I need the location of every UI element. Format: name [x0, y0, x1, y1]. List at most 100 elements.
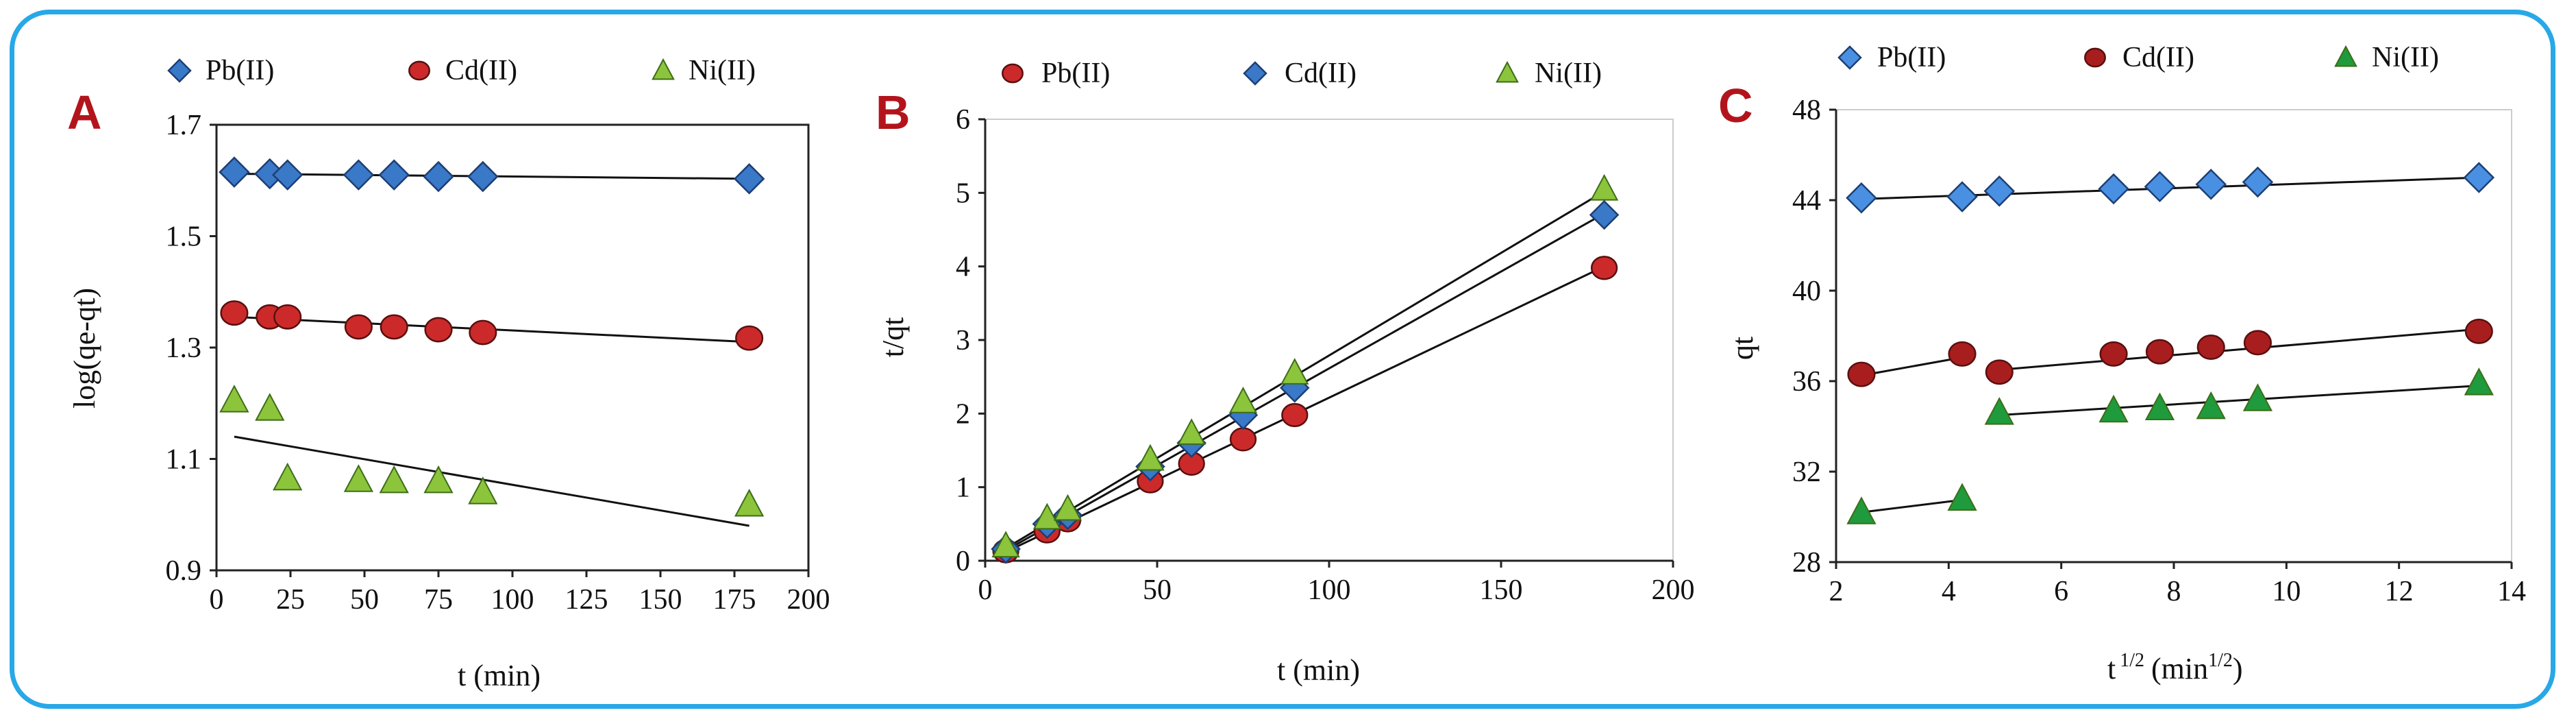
- panel-c-legend-label-ni: Ni(II): [2372, 42, 2439, 73]
- data-point-triangle: [991, 531, 1020, 558]
- fit-line-triangle: [1861, 498, 1963, 513]
- triangle-marker-icon: [652, 58, 675, 80]
- x-tick-label: 0: [210, 584, 224, 616]
- data-point-diamond: [2144, 171, 2176, 202]
- data-point-diamond: [271, 159, 304, 191]
- x-tick-label: 2: [1829, 576, 1844, 607]
- data-point-circle: [735, 325, 764, 351]
- data-point-circle: [2145, 339, 2175, 365]
- fit-line-triangle: [1005, 190, 1605, 550]
- data-point-triangle: [255, 393, 285, 421]
- panel-a-y-axis-label: log(qe-qt): [68, 288, 101, 409]
- data-point-triangle: [379, 465, 409, 494]
- data-point-circle: [1847, 361, 1876, 387]
- diamond-marker-icon: [1243, 61, 1267, 86]
- x-tick-label: 200: [787, 584, 830, 616]
- data-point-circle: [344, 314, 373, 340]
- y-tick-label: 4: [956, 252, 970, 283]
- data-point-circle: [2099, 341, 2128, 367]
- data-point-diamond: [1846, 182, 1877, 214]
- panel-a-legend-item-ni: Ni(II): [652, 55, 756, 86]
- data-point-triangle: [1053, 494, 1082, 521]
- data-point-circle: [380, 314, 408, 340]
- panel-a-legend-item-cd: Cd(II): [408, 55, 517, 86]
- data-point-triangle: [219, 385, 249, 413]
- x-tick-label: 200: [1652, 574, 1695, 606]
- data-point-triangle: [2464, 367, 2494, 396]
- data-point-diamond: [2242, 166, 2274, 198]
- data-point-circle: [1229, 427, 1257, 452]
- data-point-triangle: [468, 476, 498, 505]
- x-tick-label: 14: [2497, 576, 2526, 607]
- panel-c-x-axis-label: t 1/2 (min1/2): [2107, 650, 2243, 685]
- diamond-marker-icon: [167, 58, 192, 83]
- y-tick-label: 48: [1792, 95, 1821, 126]
- x-tick-label: 125: [565, 584, 608, 616]
- x-tick-label: 0: [978, 574, 993, 606]
- panel-c-legend-item-ni: Ni(II): [2334, 42, 2439, 73]
- data-point-diamond: [2098, 173, 2129, 205]
- circle-marker-icon: [1002, 63, 1024, 84]
- data-point-triangle: [2098, 394, 2129, 423]
- y-tick-label: 1: [956, 472, 970, 504]
- x-tick-label: 10: [2272, 576, 2301, 607]
- legend-swatch-triangle: [652, 58, 675, 80]
- data-point-triangle: [1136, 444, 1165, 471]
- x-tick-label: 25: [276, 584, 305, 616]
- panel-b-legend-item-pb: Pb(II): [1002, 58, 1110, 89]
- data-point-triangle: [423, 465, 454, 494]
- y-tick-label: 2: [956, 398, 970, 430]
- circle-marker-icon: [408, 60, 430, 81]
- fit-line-circle: [1861, 356, 1963, 377]
- x-tick-label: 50: [350, 584, 379, 616]
- panel-b-y-axis-label: t/qt: [876, 317, 910, 358]
- panel-c-legend: Pb(II) Cd(II) Ni(II): [1837, 42, 2439, 73]
- y-tick-label: 1.5: [166, 221, 202, 253]
- data-point-circle: [1590, 256, 1618, 280]
- x-tick-label: 175: [713, 584, 756, 616]
- data-point-diamond: [467, 160, 499, 193]
- data-point-diamond: [1946, 181, 1978, 213]
- data-point-diamond: [733, 163, 765, 195]
- panel-c: C Pb(II) Cd(II) Ni(II) t 1/2 (min1/2) qt: [1718, 42, 2512, 685]
- data-point-triangle: [1032, 502, 1062, 530]
- panel-a-legend-item-pb: Pb(II): [167, 55, 274, 86]
- data-point-triangle: [1280, 358, 1309, 385]
- x-tick-label: 12: [2385, 576, 2414, 607]
- data-point-circle: [2243, 330, 2272, 356]
- panel-b-x-axis-label: t (min): [1277, 653, 1360, 687]
- legend-swatch-circle: [2084, 47, 2106, 68]
- data-point-triangle: [343, 464, 373, 492]
- fit-line-triangle: [1999, 385, 2479, 416]
- data-point-circle: [1985, 359, 2014, 385]
- y-tick-label: 5: [956, 178, 970, 209]
- triangle-marker-icon: [2334, 45, 2357, 67]
- circle-marker-icon: [2084, 47, 2106, 68]
- x-tick-label: 150: [1480, 574, 1523, 606]
- panel-b-label: B: [876, 86, 911, 139]
- data-point-triangle: [1846, 496, 1877, 524]
- data-point-triangle: [2196, 391, 2226, 420]
- legend-swatch-diamond: [167, 58, 192, 83]
- panel-b-marks: 0 50 100 150 200 0 1 2 3 4 5 6: [956, 104, 1695, 606]
- y-tick-label: 1.3: [166, 332, 202, 364]
- data-point-circle: [2196, 335, 2225, 360]
- data-point-diamond: [423, 160, 454, 193]
- data-point-circle: [1281, 402, 1309, 428]
- y-tick-label: 3: [956, 325, 970, 356]
- y-tick-label: 40: [1792, 276, 1821, 307]
- data-point-diamond: [2463, 162, 2495, 193]
- data-point-circle: [220, 300, 249, 326]
- data-point-diamond: [378, 159, 410, 191]
- data-point-triangle: [1177, 418, 1206, 445]
- panel-a-plot-area: [215, 123, 810, 572]
- data-point-triangle: [734, 489, 765, 517]
- data-point-circle: [469, 319, 497, 345]
- data-point-diamond: [1589, 199, 1620, 230]
- data-point-diamond: [1983, 175, 2016, 207]
- x-tick-label: 8: [2167, 576, 2181, 607]
- data-point-diamond: [219, 156, 250, 188]
- triangle-marker-icon: [1496, 60, 1519, 83]
- data-point-triangle: [1947, 483, 1977, 511]
